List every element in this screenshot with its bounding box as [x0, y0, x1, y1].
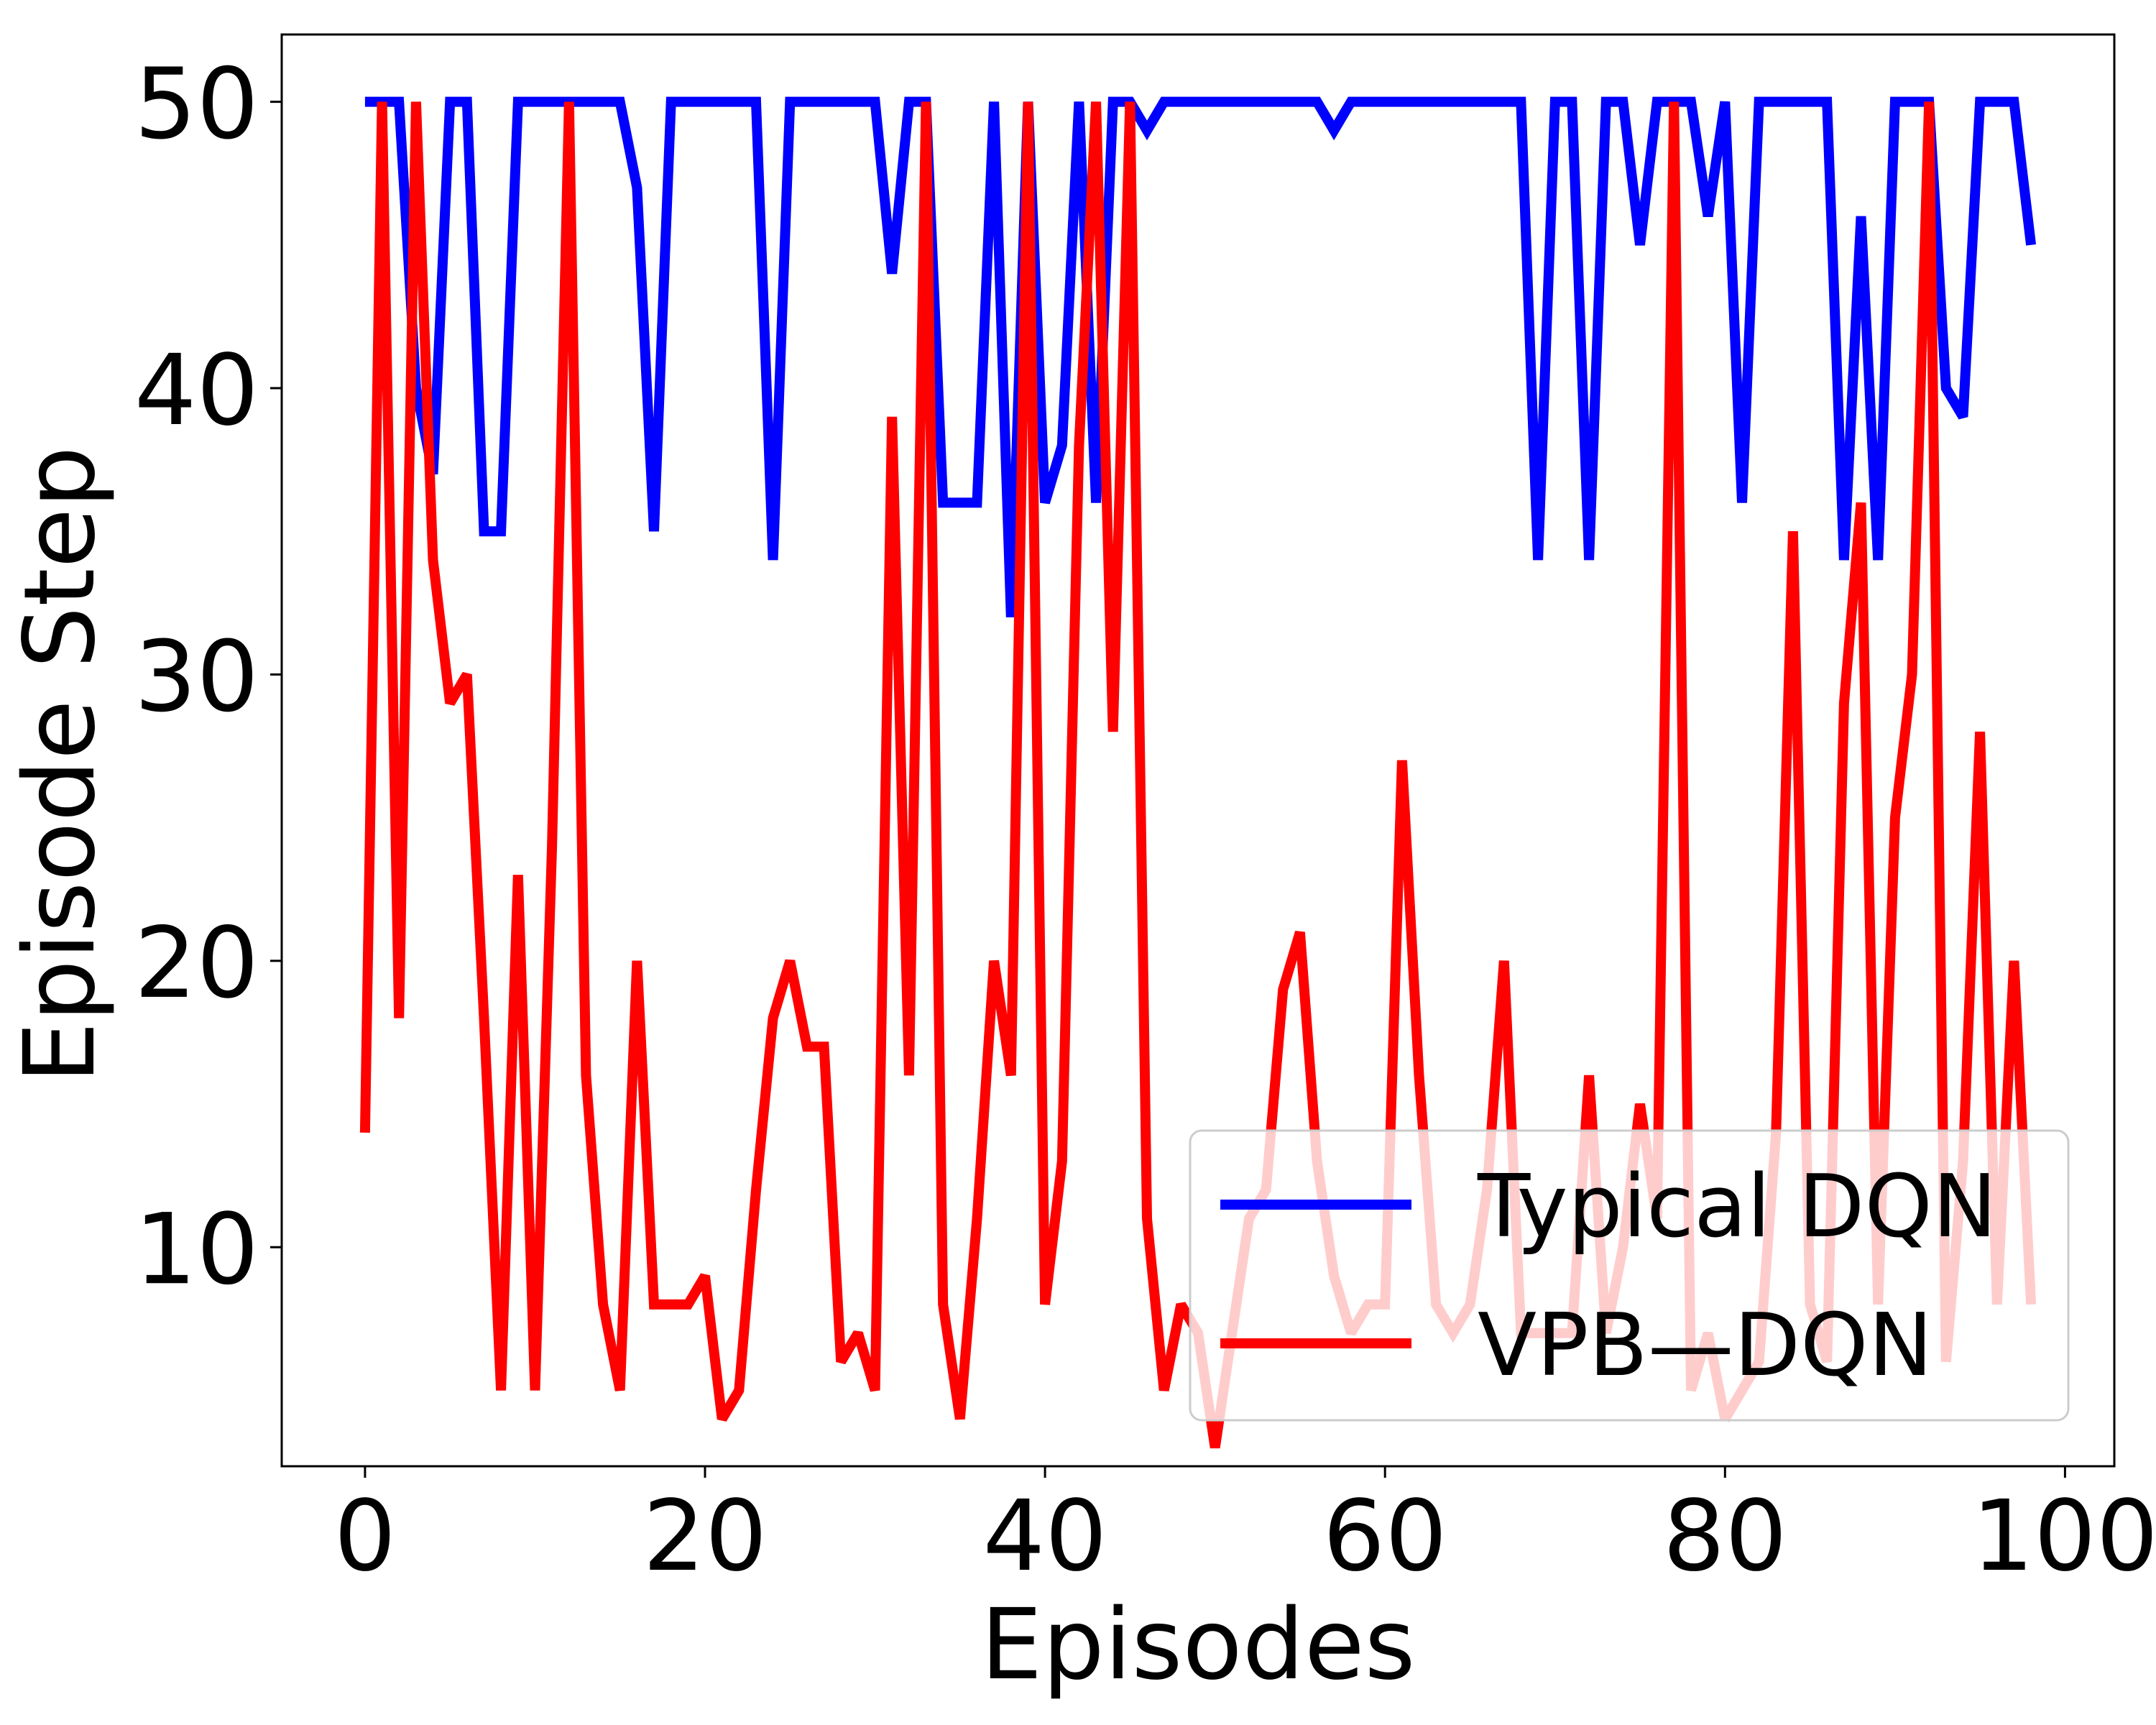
y-tick-label: 20	[134, 907, 259, 1021]
series-line-typical-dqn	[364, 96, 2037, 617]
x-tick-label: 80	[1663, 1480, 1787, 1593]
y-tick-label: 40	[134, 334, 259, 448]
y-axis: 10 20 30 40 50	[134, 48, 282, 1307]
y-tick-label: 10	[134, 1193, 259, 1307]
x-tick-label: 20	[642, 1480, 767, 1593]
x-tick-label: 0	[334, 1480, 397, 1593]
y-tick-label: 30	[134, 620, 259, 734]
y-axis-label: Episode Step	[4, 446, 117, 1084]
legend-label-typical-dqn: Typical DQN	[1477, 1157, 1997, 1257]
x-axis: 0 20 40 60 80 100	[334, 1466, 2156, 1593]
x-tick-label: 60	[1323, 1480, 1447, 1593]
legend-label-vpb-dqn: VPB—DQN	[1478, 1296, 1932, 1396]
legend: Typical DQN VPB—DQN	[1189, 1129, 2070, 1422]
y-tick-label: 50	[134, 48, 259, 162]
x-tick-label: 40	[983, 1480, 1107, 1593]
x-axis-label: Episodes	[981, 1588, 1416, 1702]
x-tick-label: 100	[1972, 1480, 2156, 1593]
plot-frame	[280, 33, 2116, 1468]
